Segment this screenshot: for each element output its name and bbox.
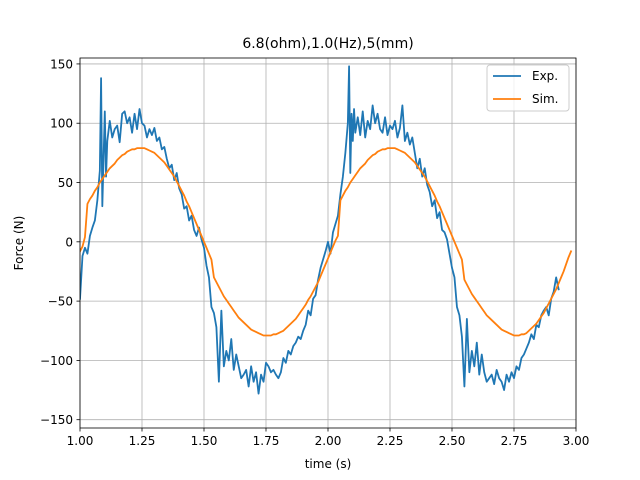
legend-label-sim: Sim. [532, 92, 558, 106]
x-tick-label: 2.50 [439, 434, 466, 448]
legend-label-exp: Exp. [532, 69, 558, 83]
x-tick-label: 1.75 [253, 434, 280, 448]
series-line-sim [80, 147, 573, 337]
y-tick-label: 50 [58, 176, 73, 190]
legend: Exp. Sim. [486, 64, 570, 112]
x-tick-label: 1.50 [191, 434, 218, 448]
x-axis: 1.00 1.25 1.50 1.75 2.00 2.25 2.50 2.75 3.00 [67, 428, 590, 448]
x-tick-label: 1.25 [129, 434, 156, 448]
x-tick-label: 1.00 [67, 434, 94, 448]
y-tick-label: 100 [50, 117, 73, 131]
x-tick-label: 2.25 [377, 434, 404, 448]
x-axis-label: time (s) [305, 457, 352, 471]
series-line-exp [80, 65, 560, 395]
y-tick-label: −50 [48, 295, 73, 309]
x-tick-label: 2.75 [501, 434, 528, 448]
y-axis-label: Force (N) [12, 216, 26, 271]
chart-title: 6.8(ohm),1.0(Hz),5(mm) [242, 36, 413, 52]
series-layer [80, 65, 573, 395]
y-tick-label: 0 [65, 235, 73, 249]
y-tick-label: −100 [40, 354, 73, 368]
y-axis: −150 −100 −50 0 50 100 150 [40, 57, 80, 427]
x-tick-label: 3.00 [563, 434, 590, 448]
x-tick-label: 2.00 [315, 434, 342, 448]
y-tick-label: 150 [50, 57, 73, 71]
y-tick-label: −150 [40, 413, 73, 427]
